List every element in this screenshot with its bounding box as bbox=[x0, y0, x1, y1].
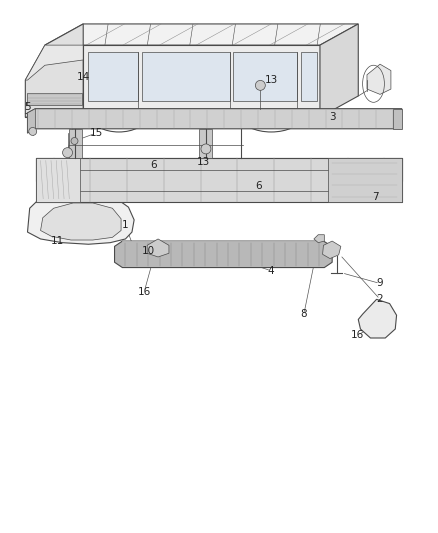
Polygon shape bbox=[45, 24, 358, 45]
Polygon shape bbox=[25, 45, 83, 80]
Text: 13: 13 bbox=[265, 75, 278, 85]
Polygon shape bbox=[69, 129, 82, 158]
Text: 6: 6 bbox=[255, 181, 261, 191]
Circle shape bbox=[71, 138, 78, 144]
Polygon shape bbox=[233, 52, 297, 101]
Circle shape bbox=[201, 144, 211, 154]
Polygon shape bbox=[199, 129, 212, 158]
Polygon shape bbox=[27, 93, 82, 105]
Text: 9: 9 bbox=[377, 278, 383, 288]
Polygon shape bbox=[393, 109, 402, 129]
Text: 15: 15 bbox=[90, 128, 103, 138]
Polygon shape bbox=[36, 158, 402, 202]
Polygon shape bbox=[314, 235, 324, 243]
Polygon shape bbox=[28, 191, 134, 244]
Text: 7: 7 bbox=[372, 191, 379, 201]
Polygon shape bbox=[28, 109, 35, 133]
Polygon shape bbox=[83, 45, 320, 117]
Polygon shape bbox=[328, 158, 402, 202]
Text: 11: 11 bbox=[50, 236, 64, 246]
Text: 16: 16 bbox=[138, 287, 151, 297]
Polygon shape bbox=[358, 300, 396, 338]
Polygon shape bbox=[36, 158, 80, 202]
Polygon shape bbox=[320, 24, 358, 117]
Text: 2: 2 bbox=[377, 294, 383, 304]
Polygon shape bbox=[322, 241, 341, 259]
Text: 16: 16 bbox=[351, 330, 364, 341]
Text: 8: 8 bbox=[300, 309, 307, 319]
Polygon shape bbox=[147, 239, 169, 257]
Polygon shape bbox=[115, 241, 332, 268]
Circle shape bbox=[255, 80, 265, 90]
Text: 3: 3 bbox=[329, 112, 336, 122]
Text: 1: 1 bbox=[122, 220, 129, 230]
Polygon shape bbox=[367, 64, 391, 94]
Polygon shape bbox=[301, 52, 317, 101]
Text: 6: 6 bbox=[150, 160, 157, 170]
Text: 10: 10 bbox=[142, 246, 155, 256]
Polygon shape bbox=[28, 109, 402, 133]
Polygon shape bbox=[25, 24, 83, 117]
Text: 14: 14 bbox=[77, 72, 90, 82]
Text: 13: 13 bbox=[197, 157, 210, 167]
Polygon shape bbox=[88, 52, 138, 101]
Polygon shape bbox=[36, 158, 402, 181]
Circle shape bbox=[29, 127, 37, 135]
Text: 5: 5 bbox=[24, 102, 31, 111]
Polygon shape bbox=[41, 203, 121, 240]
Text: 4: 4 bbox=[268, 266, 275, 276]
Circle shape bbox=[63, 148, 73, 158]
Polygon shape bbox=[141, 52, 230, 101]
